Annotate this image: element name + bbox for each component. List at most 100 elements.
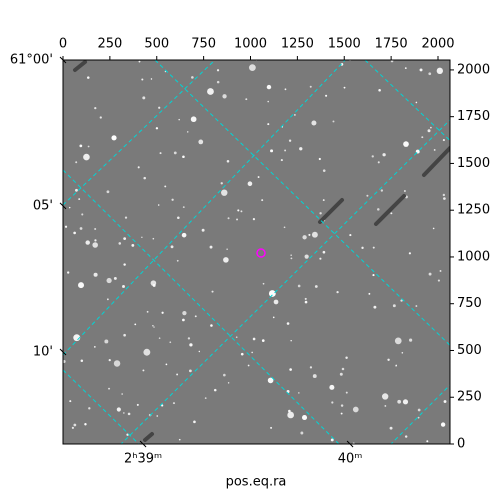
star (104, 339, 109, 344)
star (143, 176, 146, 180)
star (331, 401, 334, 404)
star (345, 356, 348, 359)
star (299, 147, 303, 151)
star (79, 227, 83, 230)
star (73, 231, 76, 235)
star (308, 233, 311, 236)
star (345, 391, 348, 394)
star (146, 310, 149, 313)
star (194, 315, 197, 318)
star (79, 144, 83, 148)
grid-line (154, 60, 450, 347)
star (432, 227, 435, 230)
star (267, 377, 274, 384)
star (284, 88, 287, 91)
star (221, 189, 228, 196)
star (216, 69, 220, 72)
grid-line (63, 369, 140, 444)
star (78, 198, 81, 201)
star (222, 94, 227, 99)
star (322, 169, 326, 172)
star (209, 245, 213, 249)
star (68, 206, 71, 209)
star (108, 359, 111, 362)
star (436, 67, 443, 75)
star (261, 199, 264, 202)
star (419, 68, 423, 72)
star (427, 129, 431, 133)
star (84, 423, 87, 426)
star (164, 185, 167, 188)
star (443, 197, 446, 200)
star (81, 213, 84, 216)
streak (318, 198, 344, 224)
star (187, 337, 191, 340)
star (161, 311, 164, 314)
star (94, 227, 97, 231)
y-tick-label: 1750 (457, 109, 490, 124)
star (270, 149, 274, 153)
star (262, 282, 265, 285)
star (304, 254, 309, 259)
star (123, 237, 127, 240)
star (421, 136, 424, 139)
star (322, 199, 325, 202)
star (257, 176, 260, 179)
star (339, 372, 343, 376)
star (433, 149, 436, 151)
star (88, 407, 91, 410)
star (440, 422, 446, 427)
star (108, 387, 111, 390)
star (247, 364, 250, 367)
star (71, 426, 74, 429)
star (361, 246, 364, 250)
star (182, 155, 185, 159)
star (387, 358, 390, 362)
grid-line (364, 60, 450, 142)
x-tick-label: 1750 (375, 37, 408, 52)
star (371, 155, 374, 158)
star (211, 290, 214, 293)
star (161, 404, 164, 407)
star (93, 272, 98, 277)
star (137, 166, 140, 169)
star (63, 360, 66, 363)
star (290, 254, 292, 256)
star (302, 235, 307, 240)
dec-tick (59, 202, 67, 210)
star (273, 299, 279, 305)
x-tick-label: 500 (144, 37, 169, 52)
star (182, 318, 185, 322)
star (116, 407, 121, 412)
star (127, 412, 131, 416)
star (390, 212, 393, 215)
star (172, 402, 176, 405)
star (94, 239, 97, 242)
star (87, 145, 90, 148)
star (319, 257, 322, 260)
star (155, 127, 159, 130)
star (226, 248, 228, 250)
x-tick-label: 1250 (281, 37, 314, 52)
star (181, 232, 187, 238)
star (322, 250, 326, 254)
star (64, 225, 68, 228)
star (216, 80, 220, 84)
star (93, 346, 96, 348)
star (153, 326, 155, 328)
star (237, 209, 240, 212)
star (309, 366, 313, 369)
grid-line (63, 60, 346, 356)
star (311, 120, 317, 126)
y-tick-label: 1250 (457, 203, 490, 218)
star (404, 67, 407, 70)
star (426, 440, 429, 443)
star (178, 438, 181, 441)
star (121, 393, 123, 395)
star (270, 426, 273, 429)
star (366, 194, 369, 197)
star (173, 151, 177, 155)
y-tick-label: 500 (457, 343, 482, 358)
star (251, 351, 254, 354)
star (123, 333, 126, 337)
